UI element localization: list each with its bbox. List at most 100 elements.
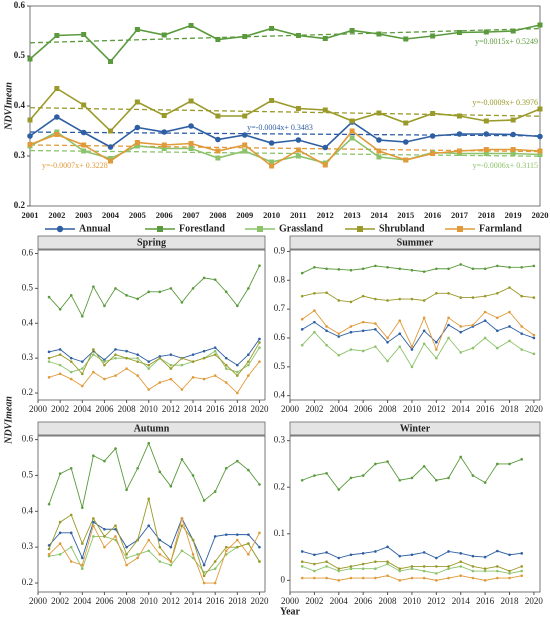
marker: [422, 551, 426, 554]
marker: [422, 569, 426, 573]
marker: [236, 538, 239, 542]
marker: [471, 576, 475, 580]
plot-frame: [29, 5, 541, 207]
marker: [374, 462, 377, 466]
trend-label: y=-0.0006x+ 0.3115: [473, 161, 538, 170]
marker: [376, 154, 382, 160]
marker: [376, 31, 382, 37]
marker: [125, 294, 128, 297]
marker: [180, 356, 184, 360]
marker: [224, 290, 228, 294]
x-tick-label: 2018: [228, 596, 247, 606]
marker: [158, 553, 162, 556]
marker: [483, 151, 489, 156]
marker: [295, 33, 301, 38]
marker: [158, 560, 162, 563]
marker: [325, 576, 328, 580]
marker: [224, 363, 228, 367]
legend-marker: [257, 226, 263, 232]
marker: [447, 291, 450, 295]
marker: [471, 565, 475, 568]
marker: [188, 146, 194, 151]
marker: [456, 113, 462, 119]
marker: [386, 560, 389, 564]
marker: [429, 133, 436, 139]
x-tick-label: 2002: [51, 404, 69, 414]
marker: [269, 163, 275, 169]
marker: [483, 147, 489, 152]
marker: [236, 459, 239, 463]
marker: [456, 30, 462, 35]
marker: [510, 151, 516, 156]
x-tick-label: 2004: [330, 596, 349, 606]
marker: [58, 531, 62, 535]
x-tick-label: 2010: [403, 404, 422, 414]
x-tick-label: 2017: [451, 210, 469, 220]
marker: [508, 339, 511, 343]
marker: [188, 98, 194, 104]
x-tick-label: 2020: [250, 596, 269, 606]
marker: [258, 341, 261, 344]
trend-line: [29, 131, 541, 137]
marker: [496, 462, 499, 466]
marker: [247, 363, 250, 367]
marker: [520, 266, 524, 269]
panel-strip: [289, 235, 541, 250]
y-tick-label: 0.2: [22, 577, 33, 587]
marker: [224, 533, 228, 536]
marker: [224, 545, 228, 549]
marker: [337, 335, 341, 338]
series-line: [302, 456, 522, 491]
marker: [236, 533, 239, 536]
marker: [459, 552, 463, 555]
marker: [136, 353, 139, 356]
x-tick-label: 2004: [73, 596, 92, 606]
marker: [422, 316, 426, 320]
marker: [58, 372, 62, 376]
marker: [247, 353, 250, 356]
marker: [47, 376, 51, 379]
marker: [508, 572, 511, 575]
legend-label: Annual: [79, 223, 111, 234]
series-line: [301, 331, 535, 368]
marker: [496, 346, 499, 350]
marker: [410, 567, 414, 571]
marker: [134, 27, 140, 32]
marker: [447, 316, 450, 320]
marker: [188, 123, 194, 129]
marker: [47, 544, 51, 547]
marker: [27, 117, 33, 123]
marker: [180, 517, 184, 520]
y-tick-label: 0.3: [22, 352, 34, 362]
marker: [103, 535, 106, 538]
marker: [349, 567, 353, 571]
marker: [158, 538, 162, 542]
marker: [520, 325, 524, 328]
marker: [58, 348, 62, 351]
marker: [483, 319, 487, 322]
marker: [191, 353, 195, 356]
marker: [361, 329, 365, 333]
marker: [224, 549, 228, 553]
marker: [374, 550, 377, 553]
y-tick-label: 0.7: [274, 303, 286, 313]
marker: [447, 576, 450, 580]
marker: [134, 124, 141, 131]
marker: [213, 278, 217, 281]
series-line: [302, 286, 534, 303]
marker: [510, 28, 516, 34]
marker: [213, 567, 217, 570]
x-tick-label: 2006: [95, 596, 114, 606]
marker: [258, 360, 261, 363]
marker: [435, 267, 438, 271]
marker: [47, 360, 51, 363]
marker: [483, 579, 487, 582]
marker: [213, 490, 217, 493]
x-tick-label: 2003: [75, 210, 92, 220]
marker: [508, 576, 511, 580]
marker: [136, 374, 139, 377]
x-tick-label: 2000: [29, 596, 48, 606]
x-tick-label: 2009: [236, 210, 253, 220]
marker: [386, 460, 389, 463]
marker: [361, 576, 365, 580]
